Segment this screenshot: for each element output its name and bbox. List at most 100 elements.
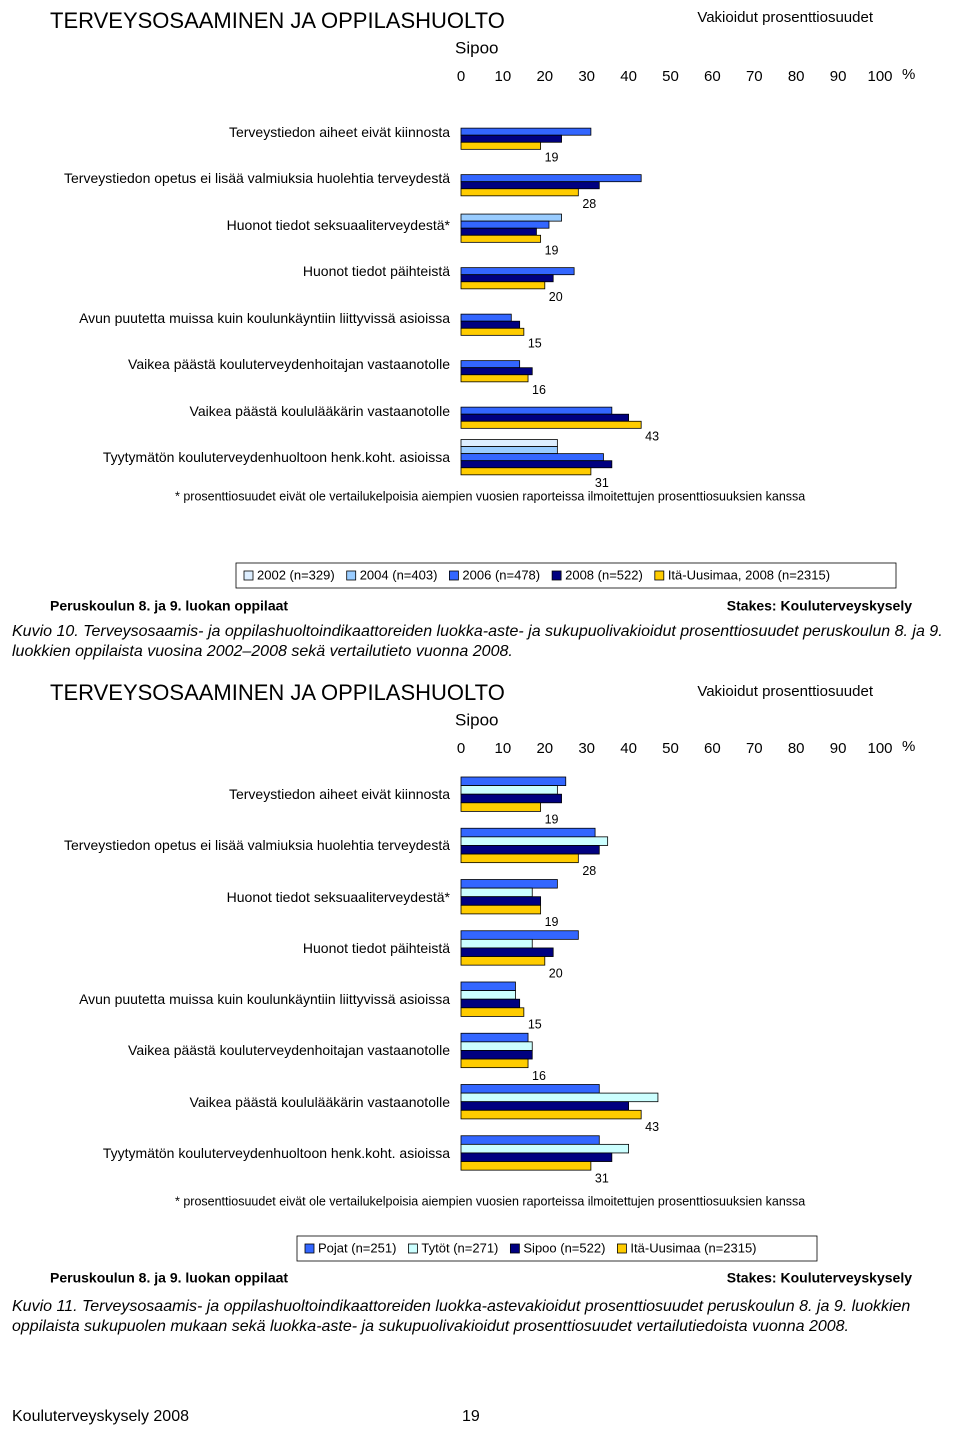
- data-label: 15: [528, 337, 542, 351]
- bar: [460, 776, 567, 787]
- bar: [460, 1058, 529, 1069]
- footer-text: Kouluterveyskysely 2008: [12, 1408, 189, 1425]
- bar: [460, 1109, 642, 1120]
- data-label: 19: [545, 915, 559, 929]
- bar: [460, 990, 516, 1000]
- category-label: Avun puutetta muissa kuin koulunkäyntiin…: [79, 309, 450, 326]
- legend-label: 2004 (n=403): [360, 567, 438, 582]
- bar: [460, 267, 575, 276]
- bar: [460, 406, 613, 415]
- category-label: Vaikea päästä koululääkärin vastaanotoll…: [189, 402, 450, 419]
- bar: [460, 134, 562, 143]
- x-tick-label: 80: [788, 740, 805, 757]
- bar: [460, 420, 642, 429]
- bar: [460, 1101, 630, 1111]
- data-label: 43: [645, 430, 659, 444]
- bar: [460, 930, 579, 940]
- x-tick-label: 50: [662, 68, 679, 85]
- x-tick-label: 0: [457, 68, 465, 85]
- x-tick-label: 30: [578, 740, 595, 757]
- data-label: 16: [532, 383, 546, 397]
- legend-label: 2008 (n=522): [565, 567, 643, 582]
- x-tick-label: 90: [830, 68, 847, 85]
- axis-unit: %: [902, 66, 915, 83]
- data-label: 16: [532, 1069, 546, 1083]
- bar: [460, 1050, 533, 1060]
- bar: [460, 1152, 613, 1162]
- legend-box: [296, 1235, 818, 1262]
- bar: [460, 1135, 600, 1145]
- data-label: 28: [582, 864, 596, 878]
- data-label: 20: [549, 966, 563, 980]
- bar: [460, 981, 516, 992]
- category-label: Avun puutetta muissa kuin koulunkäyntiin…: [79, 991, 450, 1008]
- category-label: Terveystiedon opetus ei lisää valmiuksia…: [64, 837, 450, 854]
- x-tick-label: 40: [620, 740, 637, 757]
- legend-swatch: [654, 570, 665, 581]
- chart-panel: TERVEYSOSAAMINEN JA OPPILASHUOLTO Sipoo …: [0, 0, 944, 620]
- bar: [460, 453, 604, 462]
- x-tick-label: 70: [746, 740, 763, 757]
- data-label: 19: [545, 813, 559, 827]
- footnote: * prosenttiosuudet eivät ole vertailukel…: [175, 489, 805, 503]
- x-tick-label: 80: [788, 68, 805, 85]
- x-tick-label: 30: [578, 68, 595, 85]
- x-tick-label: 40: [620, 68, 637, 85]
- data-label: 28: [582, 197, 596, 211]
- bar: [460, 853, 579, 864]
- legend-label: Itä-Uusimaa (n=2315): [630, 1240, 756, 1255]
- bar: [460, 938, 533, 949]
- bar: [460, 227, 537, 236]
- page-number: 19: [462, 1408, 480, 1425]
- bar: [460, 141, 542, 150]
- bar: [460, 439, 558, 447]
- category-label: Huonot tiedot päihteistä: [302, 263, 450, 280]
- population: Peruskoulun 8. ja 9. luokan oppilaat: [50, 1270, 288, 1286]
- bar: [460, 1092, 659, 1103]
- legend-label: 2002 (n=329): [257, 567, 335, 582]
- bar: [460, 360, 521, 369]
- category-label: Vaikea päästä kouluterveydenhoitajan vas…: [128, 1042, 450, 1059]
- category-label: Vaikea päästä kouluterveydenhoitajan vas…: [128, 356, 450, 373]
- bar: [460, 313, 512, 322]
- legend-box: [235, 562, 897, 589]
- bar: [460, 213, 562, 222]
- bar: [460, 181, 600, 190]
- data-label: 19: [545, 244, 559, 258]
- bar: [460, 1143, 630, 1154]
- bar: [460, 896, 542, 906]
- data-label: 15: [528, 1018, 542, 1032]
- x-tick-label: 100: [867, 68, 892, 85]
- bar: [460, 887, 533, 898]
- category-label: Huonot tiedot päihteistä: [302, 939, 450, 956]
- bar: [460, 460, 613, 469]
- category-label: Vaikea päästä koululääkärin vastaanotoll…: [189, 1093, 450, 1110]
- category-label: Terveystiedon opetus ei lisää valmiuksia…: [64, 170, 450, 187]
- footnote: * prosenttiosuudet eivät ole vertailukel…: [175, 1194, 805, 1208]
- legend-label: Sipoo (n=522): [523, 1240, 605, 1255]
- bar: [460, 785, 558, 795]
- x-tick-label: 50: [662, 740, 679, 757]
- legend-swatch: [346, 570, 357, 581]
- legend-swatch: [408, 1243, 418, 1254]
- x-tick-label: 20: [536, 68, 553, 85]
- chart-title: TERVEYSOSAAMINEN JA OPPILASHUOLTO: [50, 8, 505, 33]
- category-label: Terveystiedon aiheet eivät kiinnosta: [228, 786, 450, 803]
- bar: [460, 127, 592, 136]
- bar: [460, 374, 529, 383]
- x-tick-label: 20: [536, 740, 553, 757]
- data-label: 19: [545, 151, 559, 165]
- legend-swatch: [304, 1243, 315, 1254]
- x-tick-label: 100: [867, 740, 892, 757]
- source: Stakes: Kouluterveyskysely: [727, 1270, 912, 1286]
- bar: [460, 947, 554, 957]
- x-tick-label: 10: [495, 740, 512, 757]
- data-label: 43: [645, 1120, 659, 1134]
- chart-subtitle: Sipoo: [455, 38, 498, 57]
- bar: [460, 802, 542, 812]
- bar: [460, 446, 558, 455]
- data-label: 20: [549, 290, 563, 304]
- x-tick-label: 0: [457, 740, 465, 757]
- x-tick-label: 90: [830, 740, 847, 757]
